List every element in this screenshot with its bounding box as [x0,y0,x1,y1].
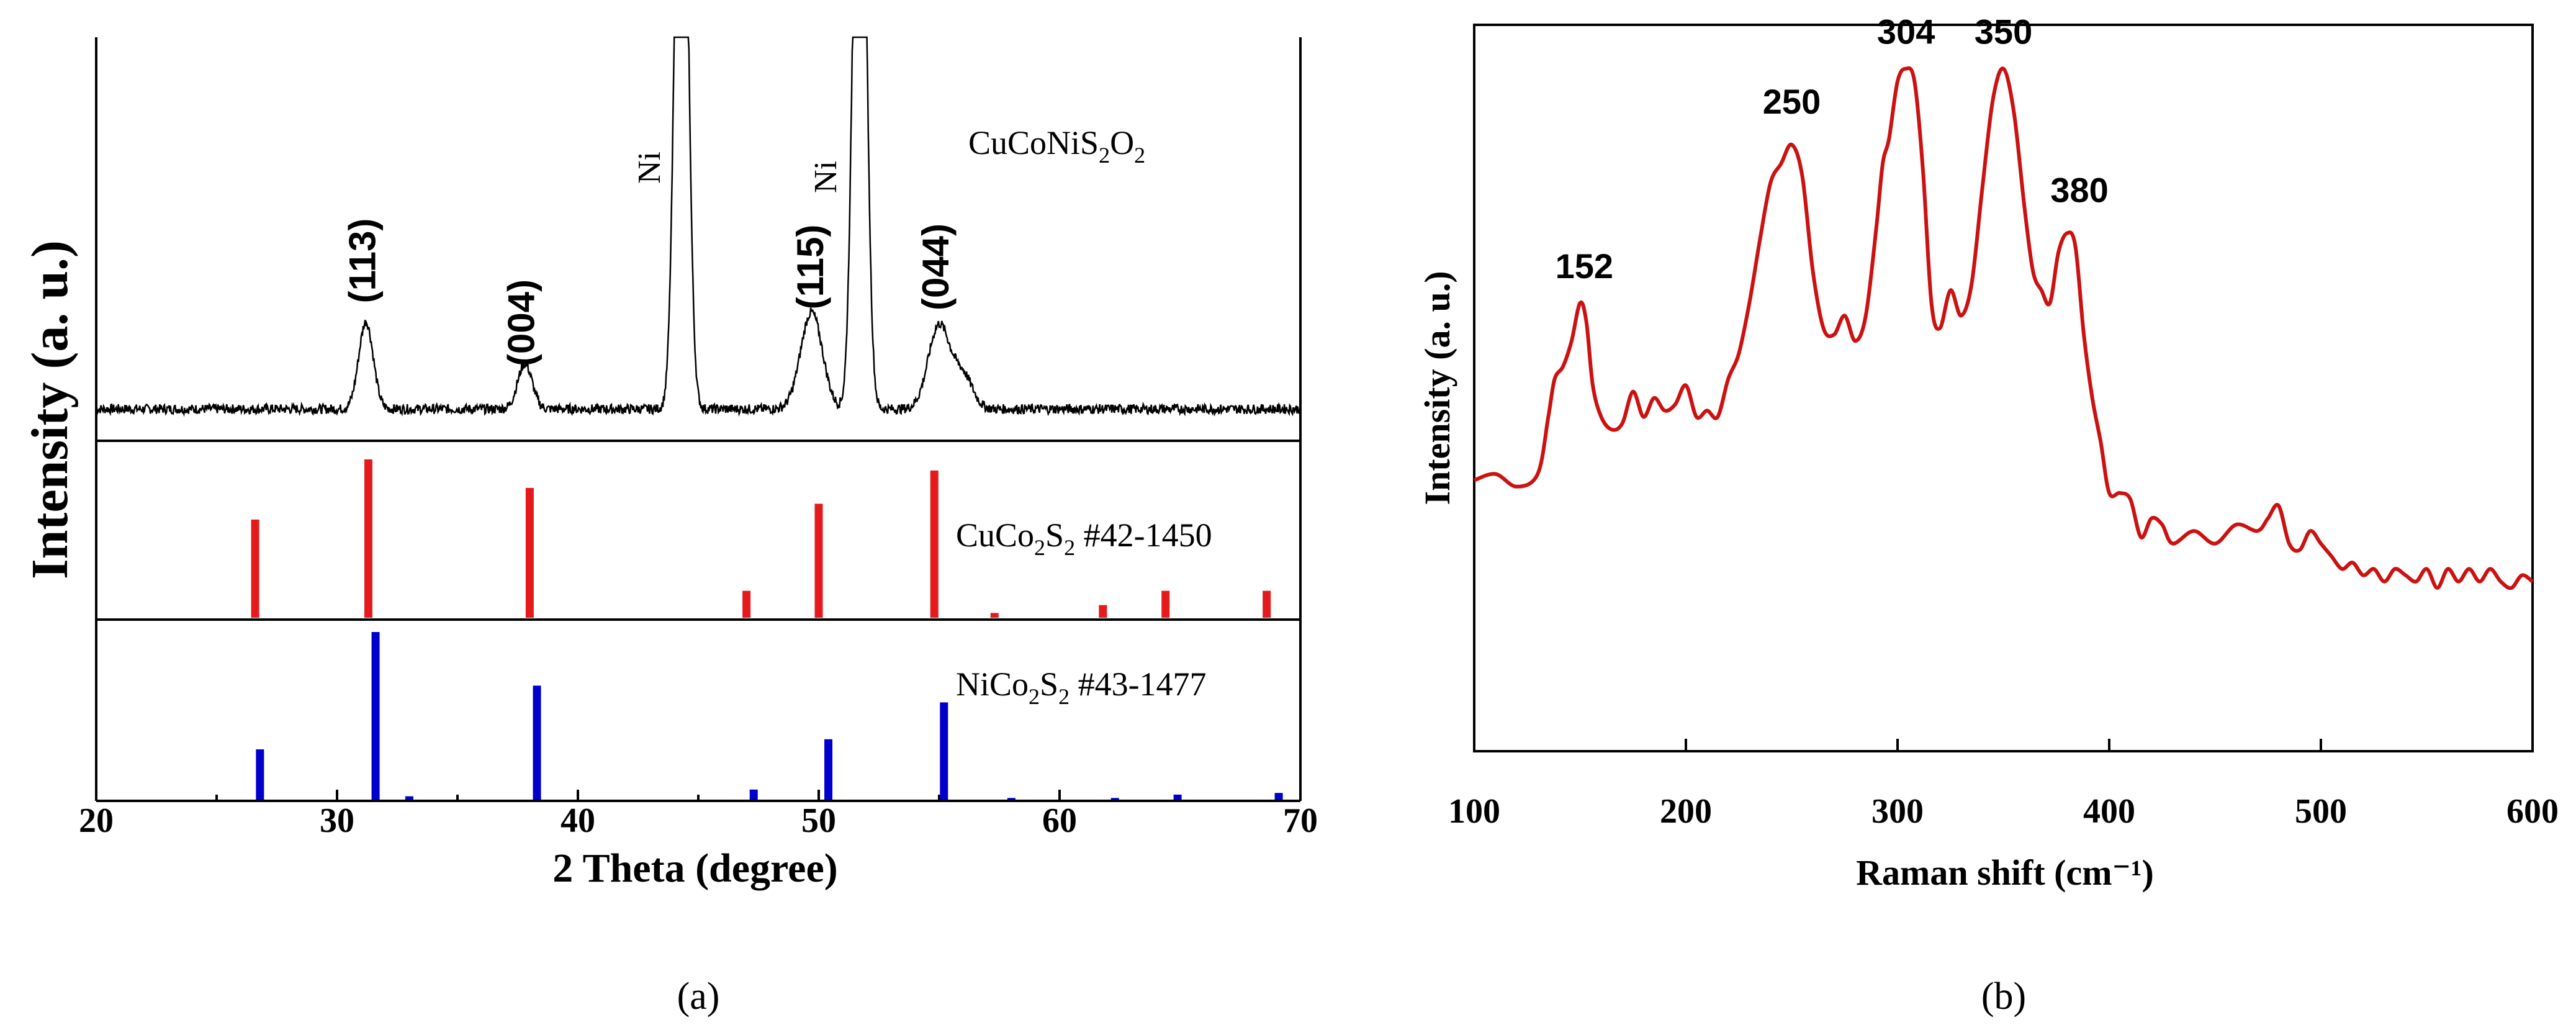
raman-x-ticks [1473,739,2534,751]
raman-peak-annotation: 304 [1877,12,1935,52]
raman-peak-annotations: 152 250 304 350 380 [1556,12,2109,286]
xrd-x-tick-label: 60 [1042,801,1077,840]
xrd-x-tick-label: 40 [561,801,595,840]
xrd-x-tick-label: 70 [1283,801,1318,840]
cuco2s2-reference-sticks [251,459,1271,618]
cuco2s2-reference-label: CuCo2S2 #42-1450 [956,517,1212,560]
xrd-peak-annotations: (113) (004) Ni (115) Ni (044) [342,151,957,366]
raman-x-tick-label: 100 [1448,792,1500,831]
raman-peak-annotation: 152 [1556,246,1613,286]
panel-a-label: (a) [677,975,720,1018]
raman-x-tick-label: 200 [1660,792,1712,831]
xrd-peak-annotation: Ni [808,161,844,193]
raman-peak-annotation: 380 [2050,171,2108,210]
nico2s2-reference-sticks [256,632,1283,800]
xrd-x-tick-label: 30 [320,801,354,840]
xrd-peak-annotation: (044) [915,224,957,310]
raman-x-axis-title: Raman shift (cm⁻¹) [1856,852,2154,893]
xrd-sample-label: CuCoNiS2O2 [968,124,1145,168]
xrd-x-tick-label: 20 [79,801,114,840]
xrd-peak-annotation: Ni [632,151,667,184]
raman-frame [1473,24,2534,752]
raman-spectrum [1473,66,2534,590]
panel-b-label: (b) [1981,975,2026,1018]
xrd-panel: 20 30 40 50 60 70 (113) (004) Ni (115) Ni (044) Cu… [21,36,1318,1018]
xrd-y-axis-title: Intensity (a. u.) [21,240,79,579]
raman-x-tick-label: 300 [1871,792,1924,831]
xrd-x-ticks [95,790,1302,801]
raman-line [1473,66,2534,590]
xrd-x-axis-title: 2 Theta (degree) [552,846,837,891]
xrd-x-tick-label: 50 [801,801,836,840]
raman-x-tick-label: 400 [2083,792,2135,831]
xrd-peak-annotation: (113) [342,219,384,304]
xrd-peak-annotation: (115) [790,225,831,310]
xrd-peak-annotation: (004) [501,279,543,366]
xrd-x-tick-labels: 20 30 40 50 60 70 [79,801,1318,840]
xrd-measured-line [96,36,1302,417]
raman-x-tick-label: 600 [2506,792,2559,831]
raman-x-tick-labels: 100 200 300 400 500 600 [1448,792,2559,831]
xrd-measured-pattern [96,36,1302,417]
nico2s2-reference-label: NiCo2S2 #43-1477 [956,666,1207,709]
raman-x-tick-label: 500 [2295,792,2347,831]
raman-y-axis-title: Intensity (a. u.) [1417,271,1457,505]
raman-panel: 100 200 300 400 500 600 152 250 304 350 380 Raman… [1417,12,2559,1018]
raman-peak-annotation: 350 [1975,12,2032,52]
raman-peak-annotation: 250 [1763,82,1821,121]
